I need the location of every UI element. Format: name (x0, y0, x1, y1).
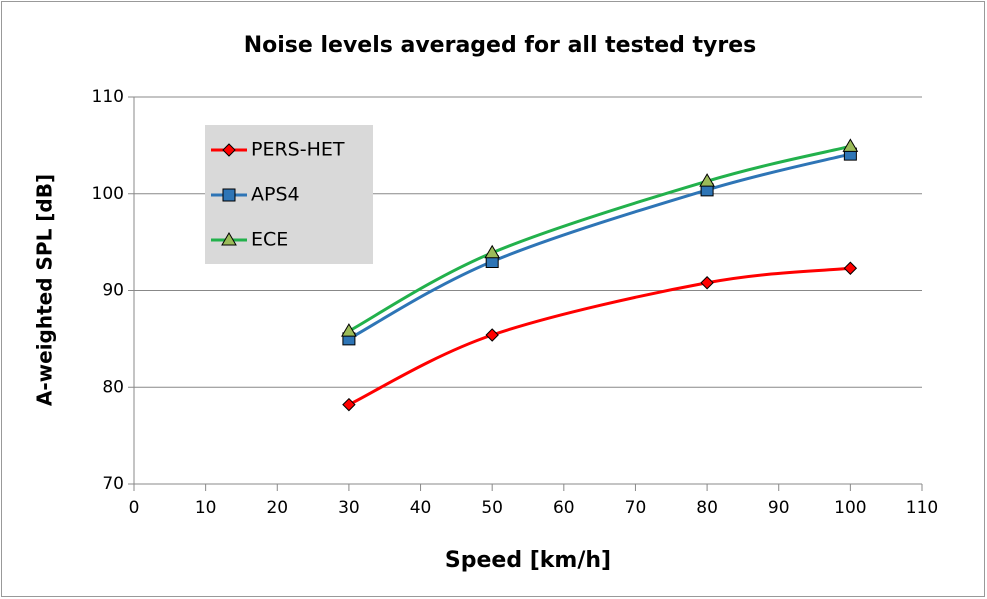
legend-marker (222, 188, 236, 202)
x-tick-label: 20 (266, 498, 288, 518)
series-line (348, 152, 851, 341)
x-tick-label: 40 (410, 498, 432, 518)
marker (842, 138, 859, 152)
marker (342, 397, 356, 412)
x-tick-label: 30 (338, 498, 360, 518)
legend-label: ECE (251, 229, 288, 251)
legend-marker (221, 232, 237, 246)
marker (485, 328, 499, 342)
x-tick-label: 110 (906, 498, 938, 518)
y-tick-label: 80 (102, 377, 124, 397)
y-tick-label: 90 (102, 281, 124, 301)
x-tick-label: 10 (195, 498, 217, 518)
series-line (348, 266, 851, 407)
legend-marker (222, 143, 236, 157)
chart-title: Noise levels averaged for all tested tyr… (244, 33, 757, 58)
legend-label: PERS-HET (251, 139, 345, 161)
marker (341, 323, 357, 337)
y-axis-label: A-weighted SPL [dB] (33, 174, 57, 406)
marker (699, 173, 715, 187)
y-tick-label: 100 (92, 184, 124, 204)
x-tick-label: 50 (481, 498, 503, 518)
x-axis-label: Speed [km/h] (445, 548, 611, 573)
series-line (348, 144, 851, 333)
y-tick-label: 70 (102, 474, 124, 494)
x-tick-label: 0 (129, 498, 140, 518)
legend-label: APS4 (251, 184, 300, 206)
y-tick-label: 110 (92, 87, 124, 107)
x-tick-label: 70 (625, 498, 647, 518)
marker (484, 244, 501, 259)
marker (700, 276, 714, 290)
x-tick-label: 60 (553, 498, 575, 518)
marker (843, 261, 858, 275)
x-tick-label: 80 (696, 498, 718, 518)
x-tick-label: 100 (834, 498, 866, 518)
x-tick-label: 90 (768, 498, 790, 518)
